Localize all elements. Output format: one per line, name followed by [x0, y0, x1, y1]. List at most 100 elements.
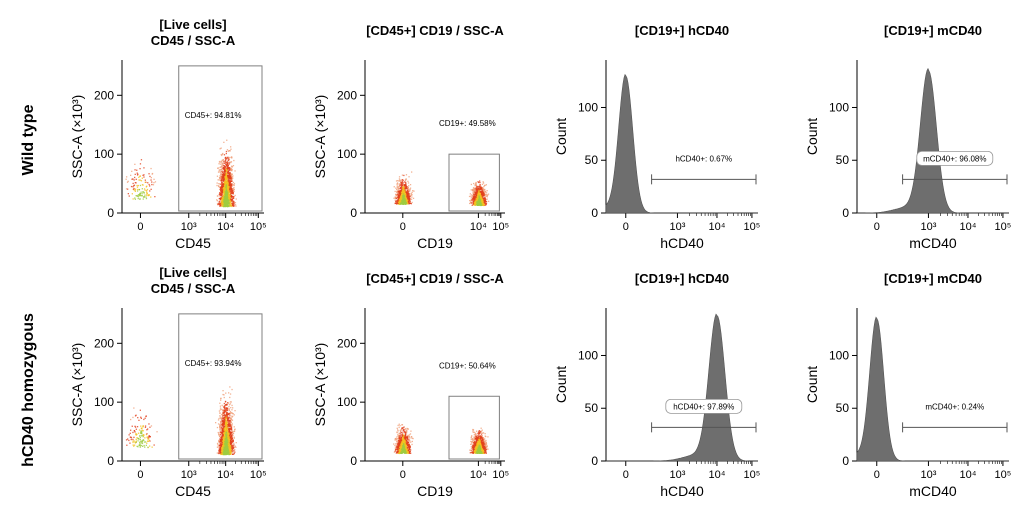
- density-point: [229, 188, 232, 190]
- density-point: [229, 156, 231, 159]
- density-point: [480, 195, 482, 197]
- x-axis-label: CD45: [175, 483, 211, 499]
- density-point: [402, 193, 404, 196]
- density-point: [224, 188, 226, 190]
- density-point: [399, 183, 401, 186]
- density-point: [225, 419, 227, 421]
- density-point: [223, 445, 225, 447]
- density-point: [219, 193, 221, 195]
- density-point: [133, 436, 135, 438]
- density-point: [231, 445, 233, 447]
- density-point: [224, 432, 226, 434]
- gate-rect: [178, 313, 263, 460]
- density-point: [219, 423, 221, 426]
- density-point: [224, 433, 226, 435]
- density-point: [223, 438, 225, 440]
- density-point: [225, 415, 227, 417]
- density-point: [226, 415, 229, 417]
- density-point: [396, 444, 398, 446]
- density-point: [399, 201, 402, 203]
- density-point: [223, 448, 226, 450]
- density-point: [403, 197, 405, 199]
- x-tick-label: 10⁴: [217, 221, 234, 233]
- density-point: [218, 447, 220, 449]
- density-point: [230, 450, 232, 452]
- density-point: [220, 182, 223, 184]
- density-point: [405, 186, 407, 188]
- density-point: [222, 204, 224, 206]
- density-point: [474, 198, 477, 200]
- density-point: [222, 190, 224, 192]
- density-point: [218, 163, 220, 165]
- density-point: [224, 174, 227, 176]
- density-point: [223, 414, 225, 417]
- density-point: [134, 197, 136, 199]
- density-point: [136, 174, 139, 176]
- density-point: [232, 188, 235, 190]
- density-point: [142, 425, 144, 427]
- density-point: [229, 434, 232, 436]
- density-point: [219, 171, 221, 174]
- density-point: [220, 421, 222, 423]
- density-point: [226, 439, 228, 441]
- density-point: [404, 185, 406, 187]
- y-axis-label: SSC-A (×10³): [69, 343, 85, 427]
- density-point: [219, 429, 221, 431]
- density-point: [222, 431, 224, 433]
- density-point: [232, 165, 235, 167]
- density-point: [227, 205, 229, 208]
- density-point: [224, 190, 226, 193]
- density-point: [228, 441, 230, 443]
- density-point: [222, 393, 224, 396]
- density-point: [222, 190, 225, 192]
- density-point: [233, 426, 235, 428]
- density-point: [219, 177, 221, 179]
- density-point: [229, 420, 231, 422]
- density-point: [129, 436, 131, 438]
- density-point: [226, 440, 228, 443]
- density-point: [224, 186, 226, 188]
- density-point: [406, 430, 408, 432]
- density-point: [224, 185, 226, 187]
- x-tick-label: 10³: [920, 221, 936, 233]
- density-point: [222, 190, 224, 193]
- density-point: [226, 194, 229, 196]
- density-point: [224, 177, 226, 179]
- density-point: [133, 189, 135, 191]
- density-point: [222, 178, 224, 180]
- density-point: [221, 161, 223, 163]
- density-point: [221, 198, 223, 201]
- density-point: [141, 441, 144, 443]
- density-point: [218, 436, 221, 438]
- density-point: [476, 199, 478, 201]
- density-point: [221, 177, 223, 179]
- density-point: [219, 426, 221, 428]
- density-point: [221, 404, 223, 406]
- density-point: [223, 196, 226, 198]
- density-point: [228, 175, 230, 177]
- density-point: [226, 417, 228, 419]
- density-point: [222, 430, 224, 432]
- x-tick-label: 10⁵: [250, 221, 267, 233]
- density-point: [219, 405, 222, 407]
- density-point: [127, 188, 129, 190]
- density-point: [230, 442, 233, 445]
- density-point: [218, 448, 221, 450]
- density-point: [401, 201, 403, 203]
- density-dots: [393, 423, 489, 455]
- x-tick-label: 10⁵: [250, 469, 267, 481]
- density-point: [401, 196, 403, 198]
- density-point: [408, 190, 410, 192]
- density-point: [401, 186, 403, 188]
- density-point: [406, 186, 408, 188]
- density-point: [141, 440, 144, 442]
- density-point: [473, 202, 475, 205]
- density-point: [226, 163, 228, 165]
- density-point: [229, 422, 231, 424]
- density-point: [228, 186, 230, 188]
- density-point: [395, 180, 398, 182]
- density-point: [133, 407, 135, 409]
- density-point: [222, 390, 224, 392]
- density-point: [228, 184, 230, 186]
- density-point: [225, 433, 227, 435]
